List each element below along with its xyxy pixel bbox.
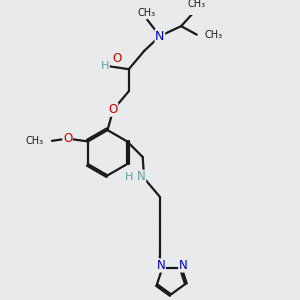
Text: N: N xyxy=(155,30,165,43)
Text: N: N xyxy=(157,259,165,272)
Text: O: O xyxy=(112,52,121,65)
Text: O: O xyxy=(63,132,72,145)
Text: CH₃: CH₃ xyxy=(25,136,44,146)
Text: O: O xyxy=(109,103,118,116)
Text: N: N xyxy=(179,259,188,272)
Text: CH₃: CH₃ xyxy=(188,0,206,9)
Text: CH₃: CH₃ xyxy=(205,30,223,40)
Text: N: N xyxy=(137,170,146,183)
Text: H: H xyxy=(125,172,134,182)
Text: CH₃: CH₃ xyxy=(137,8,156,18)
Text: H: H xyxy=(100,61,109,71)
